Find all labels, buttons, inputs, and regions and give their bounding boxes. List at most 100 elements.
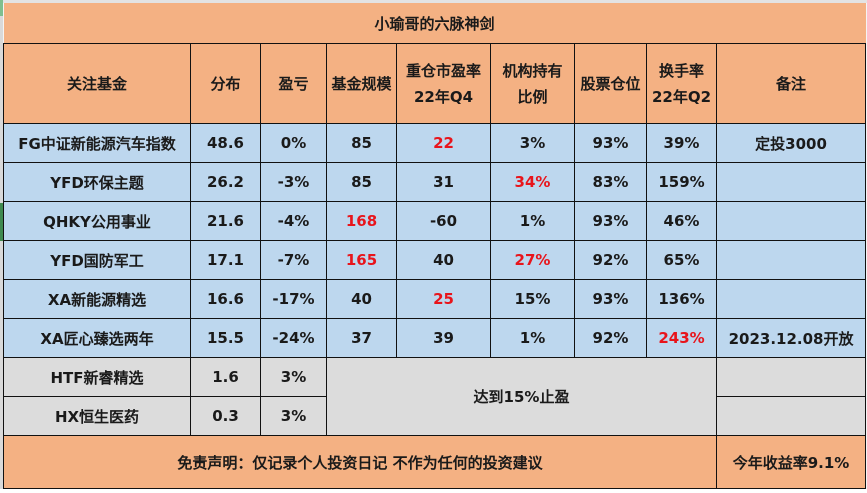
cell-fund[interactable]: XA匠心臻选两年 xyxy=(3,318,191,358)
table-row: XA新能源精选 16.6 -17% 40 25 15% 93% 136% xyxy=(3,279,867,319)
cell-fund-size[interactable]: 168 xyxy=(326,201,397,241)
cell-fund[interactable]: FG中证新能源汽车指数 xyxy=(3,123,191,163)
cell-pe[interactable]: -60 xyxy=(396,201,491,241)
header-distribution[interactable]: 分布 xyxy=(190,43,261,124)
cell-pnl[interactable]: 3% xyxy=(260,357,327,397)
cell-institution[interactable]: 1% xyxy=(490,201,575,241)
selection-indicator xyxy=(0,0,3,16)
header-fund-size[interactable]: 基金规模 xyxy=(326,43,397,124)
header-label: 备注 xyxy=(776,74,807,93)
table-row: QHKY公用事业 21.6 -4% 168 -60 1% 93% 46% xyxy=(3,201,867,241)
footer-row: 免责声明：仅记录个人投资日记 不作为任何的投资建议 今年收益率9.1% xyxy=(3,435,867,489)
cell-pnl[interactable]: 0% xyxy=(260,123,327,163)
cell-distribution[interactable]: 17.1 xyxy=(190,240,261,280)
cell-pe[interactable]: 22 xyxy=(396,123,491,163)
header-fund[interactable]: 关注基金 xyxy=(3,43,191,124)
cell-distribution[interactable]: 15.5 xyxy=(190,318,261,358)
cell-turnover[interactable]: 65% xyxy=(646,240,717,280)
row-header-strip xyxy=(0,0,3,493)
cell-stock-position[interactable]: 92% xyxy=(574,318,647,358)
cell-fund-size[interactable]: 37 xyxy=(326,318,397,358)
cell-fund[interactable]: XA新能源精选 xyxy=(3,279,191,319)
cell-pnl[interactable]: -4% xyxy=(260,201,327,241)
header-label: 盈亏 xyxy=(278,74,309,93)
cell-note[interactable]: 2023.12.08开放 xyxy=(715,318,867,358)
cell-fund[interactable]: YFD环保主题 xyxy=(3,162,191,202)
header-pe[interactable]: 重仓市盈率 22年Q4 xyxy=(396,43,491,124)
cell-stock-position[interactable]: 92% xyxy=(574,240,647,280)
header-label: 关注基金 xyxy=(66,74,127,93)
cell-pe[interactable]: 25 xyxy=(396,279,491,319)
cell-note[interactable]: 定投3000 xyxy=(715,123,867,163)
cell-pe[interactable]: 40 xyxy=(396,240,491,280)
cell-fund[interactable]: QHKY公用事业 xyxy=(3,201,191,241)
cell-fund-size[interactable]: 85 xyxy=(326,123,397,163)
cell-note[interactable] xyxy=(715,162,867,202)
disclaimer[interactable]: 免责声明：仅记录个人投资日记 不作为任何的投资建议 xyxy=(3,435,717,489)
cell-turnover[interactable]: 243% xyxy=(646,318,717,358)
header-pnl[interactable]: 盈亏 xyxy=(260,43,327,124)
cell-fund-size[interactable]: 40 xyxy=(326,279,397,319)
header-label: 机构持有 xyxy=(502,61,563,80)
table-row: FG中证新能源汽车指数 48.6 0% 85 22 3% 93% 39% 定投3… xyxy=(3,123,867,163)
header-sublabel: 22年Q2 xyxy=(651,87,712,106)
cell-distribution[interactable]: 26.2 xyxy=(190,162,261,202)
cell-fund[interactable]: YFD国防军工 xyxy=(3,240,191,280)
table-row-grey: HX恒生医药 0.3 3% xyxy=(3,396,867,436)
table-title[interactable]: 小瑜哥的六脉神剑 xyxy=(3,3,866,44)
cell-pe[interactable]: 39 xyxy=(396,318,491,358)
annual-return[interactable]: 今年收益率9.1% xyxy=(715,435,867,489)
cell-distribution[interactable]: 1.6 xyxy=(190,357,261,397)
cell-pnl[interactable]: -24% xyxy=(260,318,327,358)
cell-stock-position[interactable]: 83% xyxy=(574,162,647,202)
cell-pnl[interactable]: -7% xyxy=(260,240,327,280)
cell-pnl[interactable]: 3% xyxy=(260,396,327,436)
cell-turnover[interactable]: 136% xyxy=(646,279,717,319)
cell-fund-size[interactable]: 165 xyxy=(326,240,397,280)
cell-fund[interactable]: HX恒生医药 xyxy=(3,396,191,436)
cell-pe[interactable]: 31 xyxy=(396,162,491,202)
cell-turnover[interactable]: 159% xyxy=(646,162,717,202)
cell-pnl[interactable]: -17% xyxy=(260,279,327,319)
cell-turnover[interactable]: 39% xyxy=(646,123,717,163)
table-row-grey: HTF新睿精选 1.6 3% 达到15%止盈 xyxy=(3,357,867,436)
header-turnover[interactable]: 换手率 22年Q2 xyxy=(646,43,717,124)
cell-stock-position[interactable]: 93% xyxy=(574,123,647,163)
cell-fund[interactable]: HTF新睿精选 xyxy=(3,357,191,397)
header-sublabel: 比例 xyxy=(517,87,548,106)
cell-distribution[interactable]: 21.6 xyxy=(190,201,261,241)
cell-institution[interactable]: 1% xyxy=(490,318,575,358)
take-profit-note[interactable]: 达到15%止盈 xyxy=(326,357,717,436)
cell-institution[interactable]: 27% xyxy=(490,240,575,280)
header-label: 基金规模 xyxy=(331,74,392,93)
cell-fund-size[interactable]: 85 xyxy=(326,162,397,202)
header-institution[interactable]: 机构持有 比例 xyxy=(490,43,575,124)
cell-note[interactable] xyxy=(715,240,867,280)
column-header-strip xyxy=(0,0,867,3)
cell-note[interactable] xyxy=(715,279,867,319)
cell-distribution[interactable]: 0.3 xyxy=(190,396,261,436)
header-label: 重仓市盈率 xyxy=(405,61,481,80)
sheet-bottom-edge xyxy=(0,489,867,493)
table-row: YFD国防军工 17.1 -7% 165 40 27% 92% 65% xyxy=(3,240,867,280)
header-sublabel: 22年Q4 xyxy=(413,87,474,106)
cell-note[interactable] xyxy=(715,357,867,397)
header-note[interactable]: 备注 xyxy=(715,43,867,124)
selected-row-indicator xyxy=(0,203,3,241)
cell-institution[interactable]: 34% xyxy=(490,162,575,202)
cell-institution[interactable]: 3% xyxy=(490,123,575,163)
cell-turnover[interactable]: 46% xyxy=(646,201,717,241)
cell-institution[interactable]: 15% xyxy=(490,279,575,319)
header-label: 换手率 xyxy=(658,61,704,80)
header-row: 关注基金 分布 盈亏 基金规模 重仓市盈率 22年Q4 机构持有比例 股票仓位 换… xyxy=(3,43,867,124)
cell-note[interactable] xyxy=(715,396,867,436)
cell-pnl[interactable]: -3% xyxy=(260,162,327,202)
cell-distribution[interactable]: 48.6 xyxy=(190,123,261,163)
cell-distribution[interactable]: 16.6 xyxy=(190,279,261,319)
cell-note[interactable] xyxy=(715,201,867,241)
header-stock-position[interactable]: 股票仓位 xyxy=(574,43,647,124)
header-label: 分布 xyxy=(210,74,241,93)
cell-stock-position[interactable]: 93% xyxy=(574,201,647,241)
table-row: YFD环保主题 26.2 -3% 85 31 34% 83% 159% xyxy=(3,162,867,202)
cell-stock-position[interactable]: 93% xyxy=(574,279,647,319)
